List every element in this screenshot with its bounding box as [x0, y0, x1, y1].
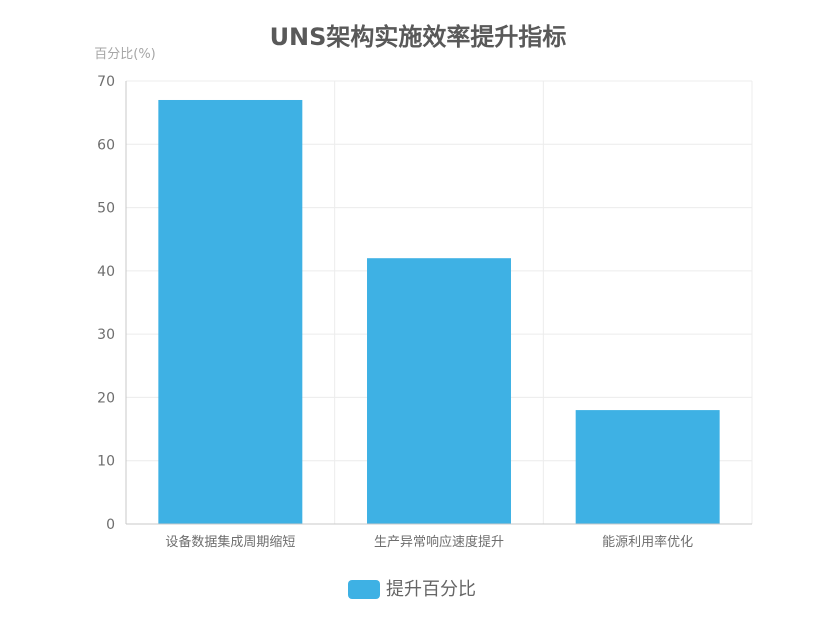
x-tick-label: 能源利用率优化	[602, 534, 693, 550]
y-tick-label: 0	[106, 517, 115, 533]
y-tick-label: 60	[97, 137, 115, 153]
y-axis-title: 百分比(%)	[94, 47, 156, 62]
bar[interactable]	[575, 410, 720, 524]
x-axis: 设备数据集成周期缩短 生产异常响应速度提升 能源利用率优化	[126, 523, 752, 550]
y-tick-label: 20	[97, 390, 115, 406]
bar[interactable]	[367, 258, 511, 524]
y-tick-label: 30	[97, 327, 115, 343]
legend[interactable]: 提升百分比	[348, 579, 476, 600]
x-tick-label: 生产异常响应速度提升	[374, 534, 504, 550]
y-tick-label: 10	[97, 454, 115, 470]
y-axis: 0 10 20 30 40 50 60 70	[97, 74, 127, 533]
legend-swatch	[348, 580, 380, 599]
y-tick-label: 40	[97, 264, 115, 280]
bar[interactable]	[158, 99, 303, 524]
y-tick-label: 50	[97, 201, 115, 217]
y-tick-label: 70	[97, 74, 115, 90]
x-tick-label: 设备数据集成周期缩短	[165, 534, 295, 550]
chart-title: UNS架构实施效率提升指标	[270, 23, 567, 51]
bars	[158, 99, 720, 524]
legend-label: 提升百分比	[386, 579, 476, 600]
